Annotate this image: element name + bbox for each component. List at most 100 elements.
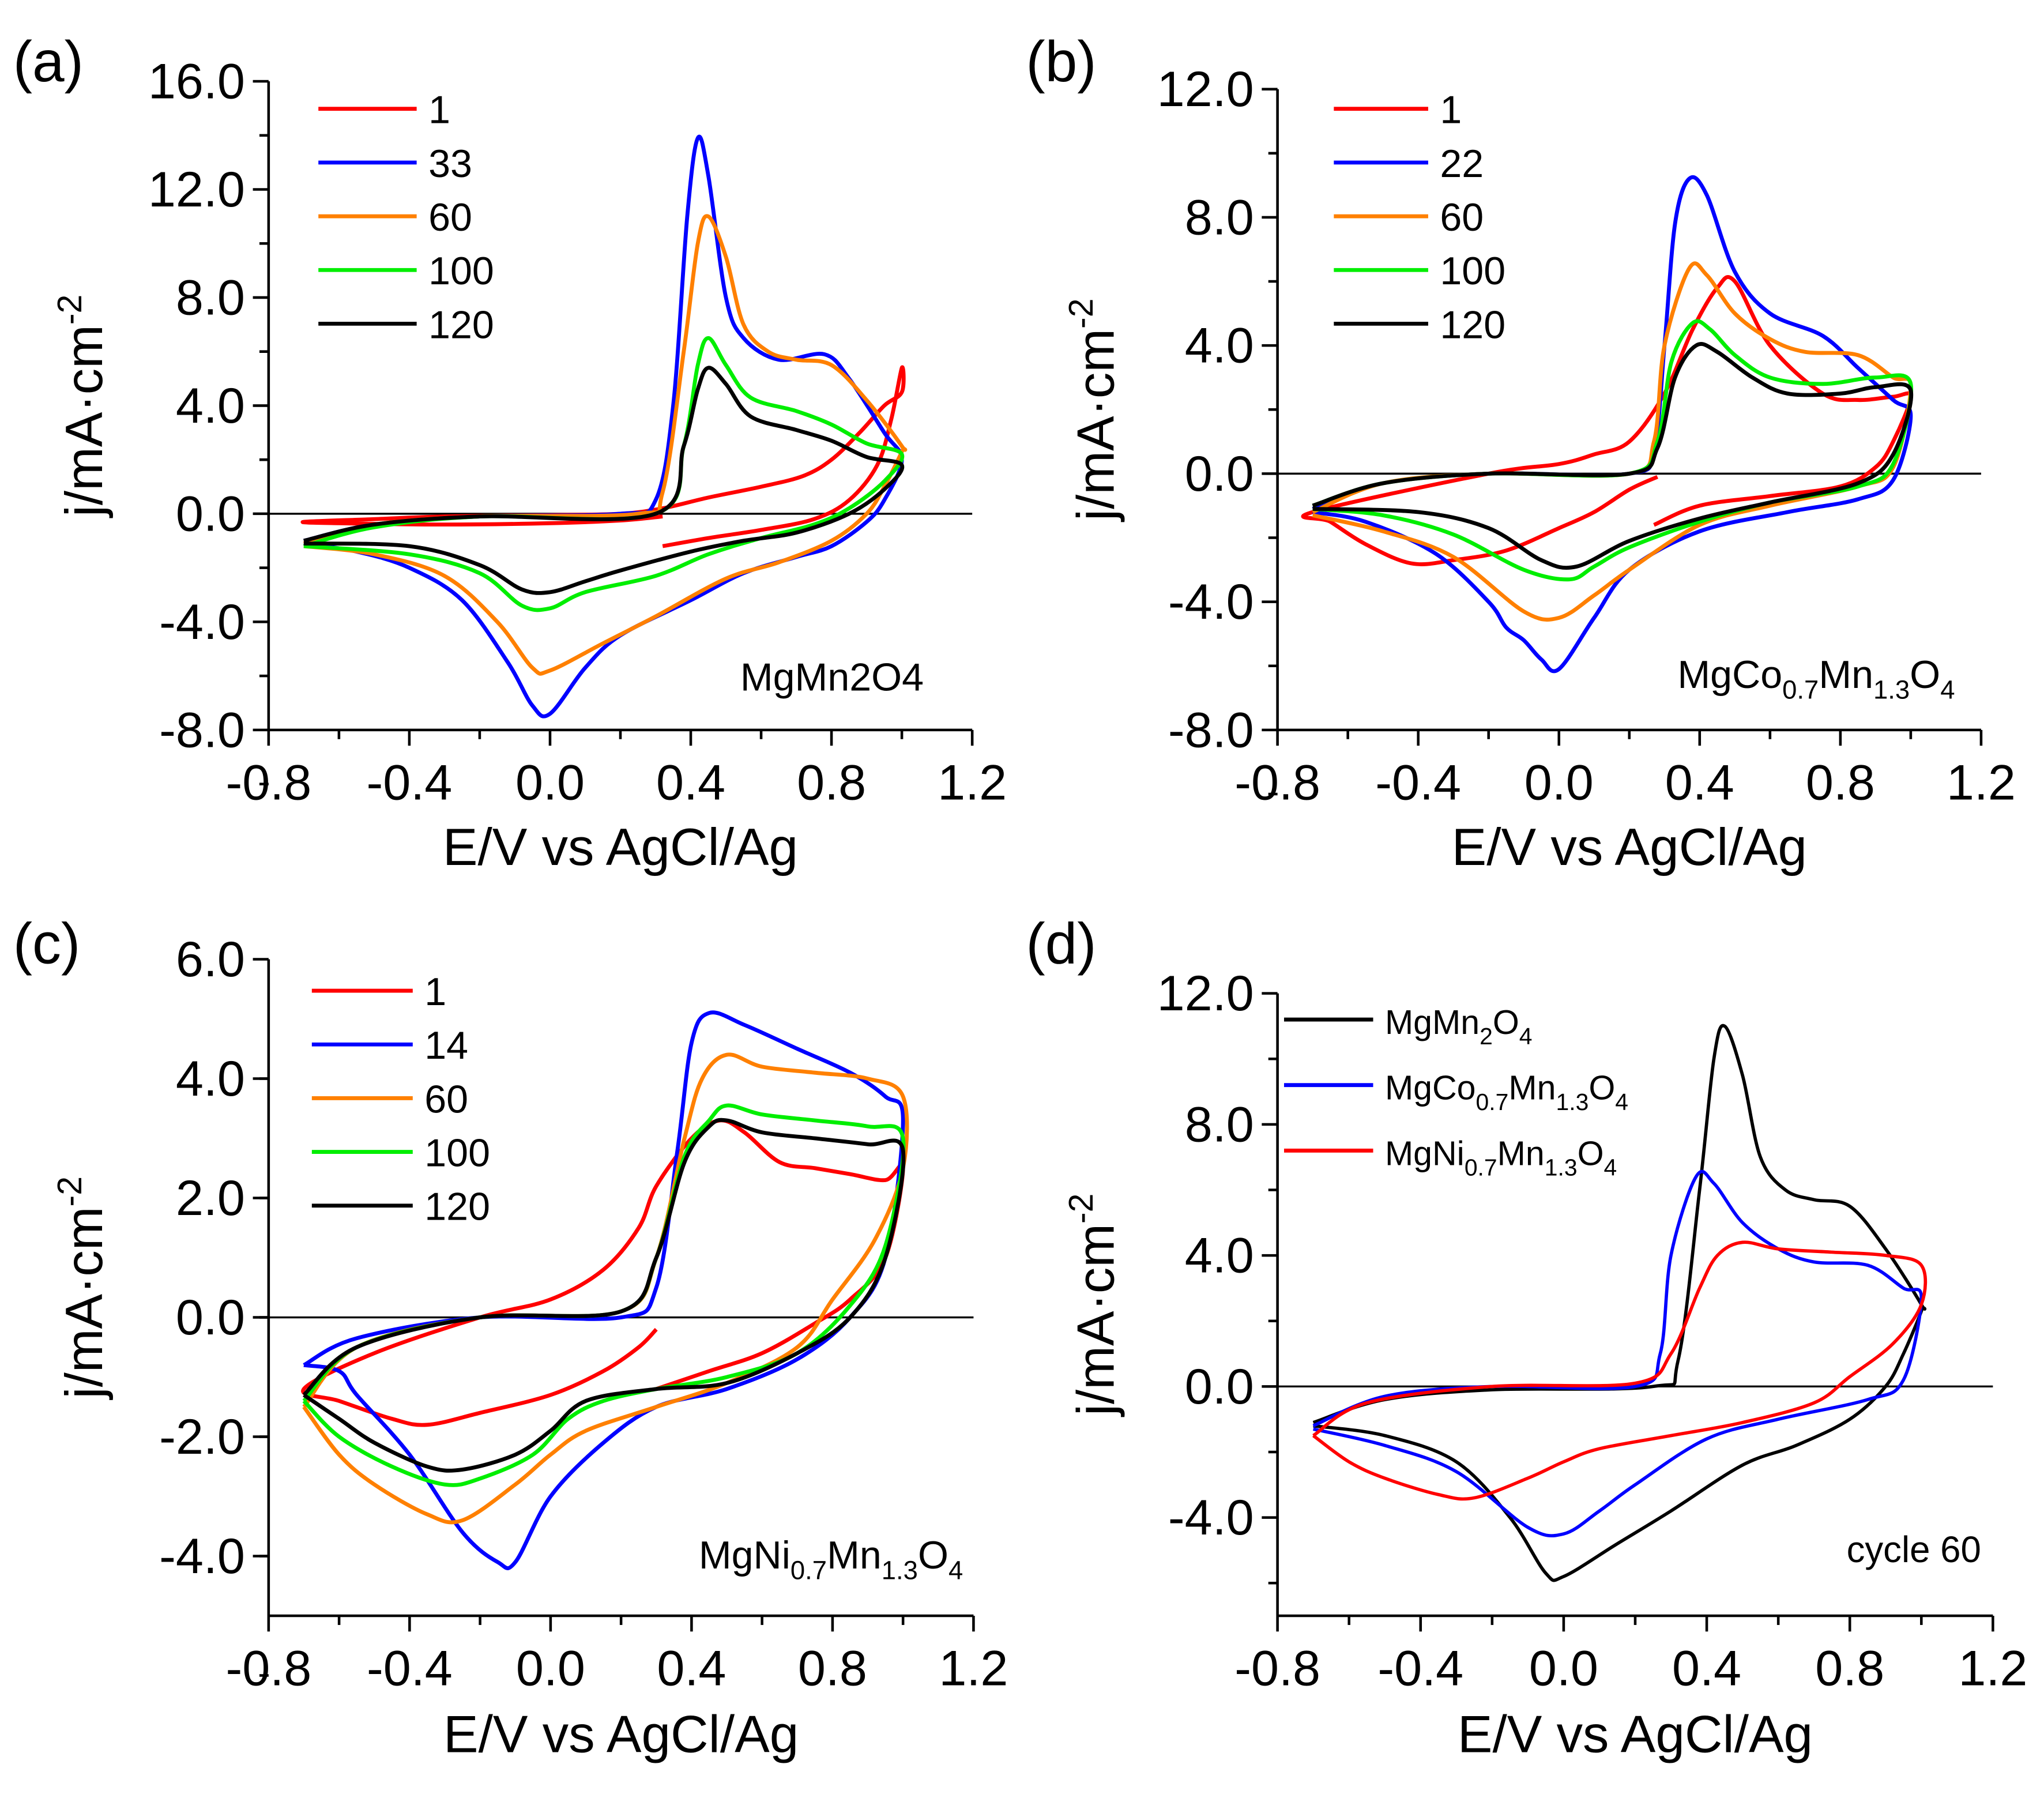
subscript: 4: [1615, 1089, 1628, 1115]
subscript: 4: [1519, 1023, 1533, 1050]
x-tick-label: 1.2: [939, 1641, 1008, 1696]
annotation: MgNi0.7Mn1.3O4: [699, 1533, 963, 1585]
x-tick-label: -0.8: [1234, 1641, 1320, 1696]
x-axis-title: E/V vs AgCl/Ag: [1452, 818, 1807, 877]
y-tick-label: 0.0: [176, 1290, 245, 1345]
y-tick-label: 4.0: [176, 1051, 245, 1107]
legend-label: 100: [424, 1131, 490, 1175]
legend-label: 60: [1440, 195, 1484, 239]
formula-text: MgCo: [1677, 653, 1782, 697]
y-tick-label: 4.0: [1185, 318, 1254, 374]
series-line-14: [303, 1010, 905, 1570]
y-axis-title-superscript: -2: [51, 1176, 89, 1207]
series-line-60: [1312, 261, 1913, 622]
series-line-100: [302, 1103, 906, 1487]
y-tick-label: 0.0: [1185, 446, 1254, 502]
series-line-120: [302, 1118, 906, 1473]
series-line-mgmn2o4: [1312, 1024, 1927, 1582]
formula-text: O: [918, 1533, 948, 1577]
y-tick-label: -8.0: [1168, 702, 1254, 758]
y-axis-title-text: j/mA·cm: [55, 325, 114, 518]
legend-label: 120: [428, 303, 494, 347]
subscript: 0.7: [1465, 1154, 1497, 1180]
formula-text: Mn: [1497, 1134, 1545, 1172]
y-tick-label: 8.0: [1185, 1097, 1254, 1152]
x-tick-label: 0.0: [1524, 755, 1594, 810]
y-axis-title-superscript: -2: [51, 295, 89, 325]
panel-a: (a) -0.8 -0.4 0.0 0.4 0.8 1.2 16.0 12.0 8.0 4.0 0.0…: [13, 29, 1007, 877]
subscript: 1.3: [1545, 1154, 1578, 1180]
y-tick-label: 16.0: [148, 54, 245, 110]
subscript: 1.3: [1873, 675, 1910, 704]
y-tick-label: 2.0: [176, 1171, 245, 1226]
x-tick-label: 0.0: [516, 1641, 585, 1696]
y-axis-title-superscript: -2: [1062, 1193, 1100, 1224]
x-tick-label: 0.4: [657, 1641, 726, 1696]
x-tick-label: -0.4: [1377, 1641, 1463, 1696]
legend-label: MgMn2O4: [1385, 1003, 1533, 1050]
formula-text: MgMn: [1385, 1003, 1480, 1041]
legend-label: 100: [428, 249, 494, 293]
y-axis-title-text: j/mA·cm: [55, 1206, 114, 1400]
y-tick-label: 8.0: [176, 270, 245, 325]
x-tick-label: -0.4: [1375, 755, 1461, 810]
x-tick-label: -0.8: [225, 755, 311, 810]
x-tick-label: 0.4: [656, 755, 725, 810]
legend-label: MgNi0.7Mn1.3O4: [1385, 1134, 1617, 1180]
y-axis-title-text: j/mA·cm: [1067, 329, 1125, 522]
y-tick-label: 0.0: [176, 486, 245, 541]
y-tick-label: 4.0: [1185, 1228, 1254, 1284]
series-line-22: [1312, 175, 1913, 674]
subscript: 4: [1940, 675, 1955, 704]
legend-label: 120: [1440, 303, 1505, 347]
y-tick-label: 0.0: [1185, 1359, 1254, 1415]
formula-text: Mn: [827, 1533, 882, 1577]
x-tick-label: 1.2: [1958, 1641, 2027, 1696]
legend-label: 1: [424, 970, 446, 1014]
y-tick-label: -4.0: [1168, 1490, 1254, 1545]
y-tick-label: 12.0: [1157, 966, 1254, 1021]
panel-label: (a): [13, 29, 84, 94]
legend-label: 120: [424, 1185, 490, 1229]
y-axis-title: j/mA·cm-2: [51, 1176, 114, 1401]
y-axis-title: j/mA·cm-2: [1062, 1193, 1125, 1417]
y-tick-label: 12.0: [1157, 62, 1254, 117]
subscript: 0.7: [1782, 675, 1819, 704]
legend-label: 22: [1440, 142, 1484, 186]
formula-text: Mn: [1508, 1069, 1556, 1107]
legend-label: 60: [424, 1077, 468, 1121]
panel-label: (d): [1026, 911, 1096, 976]
y-tick-label: 12.0: [148, 162, 245, 217]
x-tick-label: -0.4: [367, 1641, 453, 1696]
x-tick-label: -0.4: [367, 755, 453, 810]
subscript: 2: [1480, 1023, 1493, 1050]
x-tick-label: 0.4: [1672, 1641, 1741, 1696]
annotation: MgMn2O4: [740, 656, 924, 699]
series-line-mgni0.7mn1.3o4: [1312, 1240, 1928, 1501]
y-tick-label: -2.0: [159, 1409, 245, 1465]
formula-text: MgCo: [1385, 1069, 1476, 1107]
formula-text: Mn: [1819, 653, 1873, 697]
formula-text: O: [1910, 653, 1940, 697]
x-tick-label: 0.8: [1815, 1641, 1884, 1696]
legend-label: 100: [1440, 249, 1505, 293]
legend-label: 14: [424, 1024, 468, 1067]
y-tick-label: 6.0: [176, 932, 245, 987]
y-axis-title: j/mA·cm-2: [51, 295, 114, 519]
subscript: 4: [1604, 1154, 1617, 1180]
panel-c: (c) -0.8 -0.4 0.0 0.4 0.8 1.2 6.0 4.0 2.0 0.0 -2.0 -…: [13, 911, 1008, 1763]
y-axis-title-superscript: -2: [1062, 298, 1100, 329]
y-tick-label: 8.0: [1185, 190, 1254, 245]
subscript: 0.7: [791, 1555, 827, 1585]
series-line-33: [303, 134, 904, 719]
panel-label: (b): [1026, 29, 1096, 94]
panel-d: (d) -0.8 -0.4 0.0 0.4 0.8 1.2 12.0 8.0 4.0 0.0 -4.0…: [1026, 911, 2027, 1763]
x-tick-label: 0.8: [1806, 755, 1875, 810]
series-line-1: [301, 1118, 905, 1427]
y-tick-label: 4.0: [176, 378, 245, 434]
subscript: 1.3: [1556, 1089, 1588, 1115]
y-tick-label: -4.0: [159, 1529, 245, 1584]
formula-text: O: [1588, 1069, 1615, 1107]
formula-text: MgNi: [1385, 1134, 1465, 1172]
formula-text: O: [1578, 1134, 1604, 1172]
